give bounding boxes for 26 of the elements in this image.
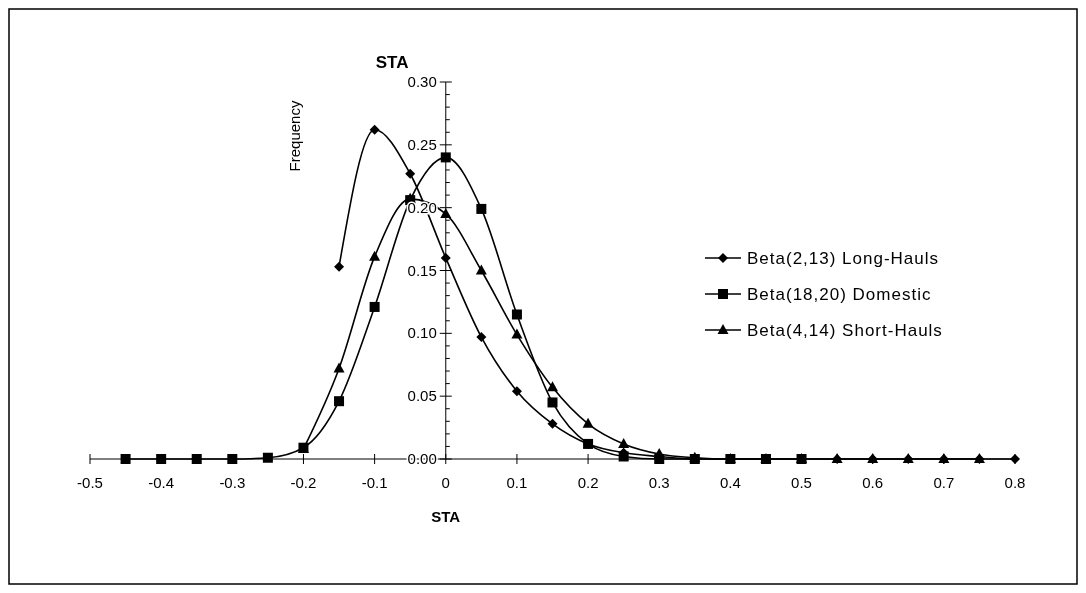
x-tick-label: -0.4 <box>148 474 175 491</box>
y-tick-label: 0.00 <box>407 450 437 467</box>
x-tick-label: -0.3 <box>219 474 246 491</box>
x-tick-label: 0.1 <box>506 474 528 491</box>
y-tick-label: 0.15 <box>407 261 437 279</box>
y-axis-title: Frequency <box>285 100 303 172</box>
x-tick-label: 0.6 <box>862 474 884 491</box>
x-tick-label: -0.1 <box>361 474 388 491</box>
x-tick-label: 0.3 <box>648 474 670 491</box>
y-tick-label: 0.10 <box>407 324 437 342</box>
x-tick-label: 0 <box>441 474 450 491</box>
x-tick-label: 0.7 <box>933 474 955 491</box>
x-tick-label: 0.4 <box>719 474 741 491</box>
chart-title: STA <box>375 53 409 72</box>
x-tick-label: -0.5 <box>77 474 103 491</box>
x-tick-label: 0.2 <box>577 474 599 491</box>
x-tick-label: 0.5 <box>791 474 812 491</box>
y-tick-label: 0.30 <box>407 73 437 90</box>
legend-label: Beta(18,20) Domestic <box>747 285 932 304</box>
x-axis-title: STA <box>431 508 461 525</box>
y-tick-label: 0.25 <box>407 135 437 153</box>
legend-label: Beta(2,13) Long-Hauls <box>747 249 940 268</box>
x-tick-label: 0.8 <box>1004 474 1026 491</box>
y-tick-label: 0.05 <box>407 387 437 405</box>
legend-label: Beta(4,14) Short-Hauls <box>747 321 943 340</box>
x-tick-label: -0.2 <box>290 474 317 491</box>
